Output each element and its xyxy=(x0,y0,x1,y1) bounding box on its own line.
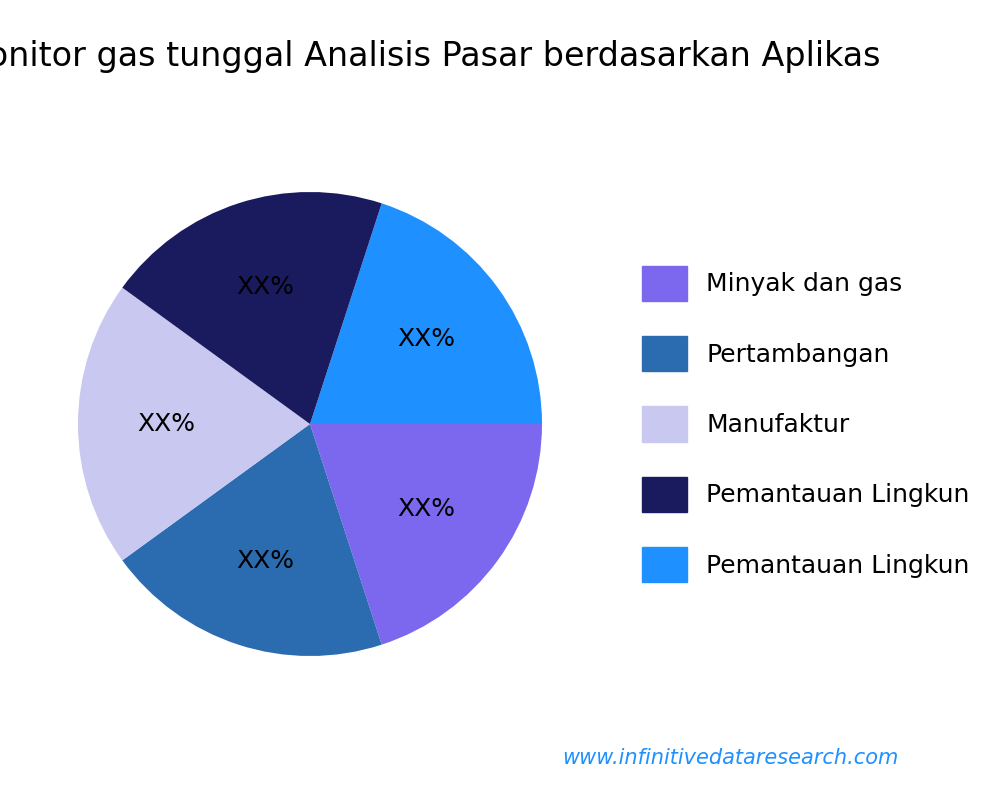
Wedge shape xyxy=(310,203,542,424)
Text: XX%: XX% xyxy=(397,497,455,521)
Wedge shape xyxy=(310,424,542,645)
Text: Monitor gas tunggal Analisis Pasar berdasarkan Aplikas: Monitor gas tunggal Analisis Pasar berda… xyxy=(0,40,881,73)
Wedge shape xyxy=(122,192,382,424)
Text: XX%: XX% xyxy=(237,549,295,573)
Text: XX%: XX% xyxy=(397,327,455,351)
Text: www.infinitivedataresearch.com: www.infinitivedataresearch.com xyxy=(562,748,898,768)
Legend: Minyak dan gas, Pertambangan, Manufaktur, Pemantauan Lingkun, Pemantauan Lingkun: Minyak dan gas, Pertambangan, Manufaktur… xyxy=(642,266,970,582)
Wedge shape xyxy=(78,288,310,560)
Wedge shape xyxy=(122,424,382,656)
Text: XX%: XX% xyxy=(237,275,295,299)
Text: XX%: XX% xyxy=(137,412,195,436)
